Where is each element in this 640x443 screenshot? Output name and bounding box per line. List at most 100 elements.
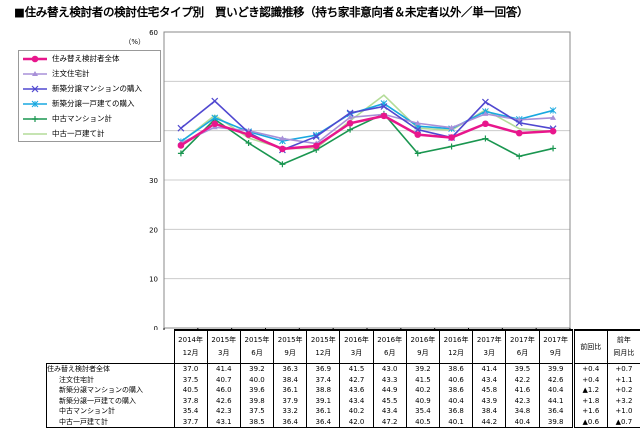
series-line [180, 113, 554, 145]
table-cell: 38.6 [438, 385, 473, 396]
series-line [180, 100, 554, 151]
series-line [180, 112, 554, 166]
table-cell: 35.4 [405, 406, 440, 417]
data-point [414, 131, 422, 138]
table-cell: 40.7 [206, 374, 241, 385]
data-point [380, 100, 388, 107]
table-cell: 43.9 [472, 395, 506, 406]
data-point [380, 112, 388, 120]
table-cell: 41.6 [505, 385, 540, 396]
table-cell: 40.4 [505, 416, 540, 428]
data-point [31, 85, 39, 93]
data-point [549, 107, 557, 114]
data-point [347, 114, 354, 120]
vs-year-cell: +0.7 [606, 363, 640, 375]
table-cell: 38.6 [438, 363, 473, 375]
table-cell: 40.2 [405, 385, 440, 396]
data-table: 2014年 12月 2015年 3月 2015年 6月 2015年 9月 2015年 12月 201… [46, 329, 640, 428]
table-cell: 41.4 [472, 363, 506, 375]
y-tick-label: 10 [149, 276, 158, 284]
data-point [550, 114, 557, 120]
row-label: 中古一戸建て計 [46, 416, 174, 428]
column-header: 2016年 6月 [372, 329, 407, 364]
table-cell: 44.2 [472, 416, 506, 428]
table-cell: 39.8 [239, 395, 274, 406]
table-cell: 38.4 [273, 374, 307, 385]
data-point [448, 134, 455, 141]
table-cell: 42.6 [206, 395, 241, 406]
table-row: 中古一戸建て計 37.7 43.1 38.5 36.4 36.4 42.0 47.2 40.5 4… [46, 416, 640, 428]
table-cell: 37.4 [306, 374, 340, 385]
legend-label: 中古一戸建て計 [52, 129, 105, 139]
table-cell: 39.6 [239, 385, 274, 396]
legend-swatch [23, 132, 47, 135]
data-point [279, 145, 286, 153]
vs-year-cell: +0.2 [606, 385, 640, 396]
column-header-prev: 前回比 [571, 329, 608, 364]
data-point [515, 119, 523, 127]
vs-year-cell: +3.2 [606, 395, 640, 406]
table-cell: 39.8 [538, 416, 574, 428]
data-point [279, 161, 286, 168]
data-point [346, 119, 354, 127]
table-cell: 36.1 [273, 385, 307, 396]
column-header: 2015年 3月 [206, 329, 241, 364]
table-cell: 38.8 [306, 385, 340, 396]
table-cell: 37.5 [239, 406, 274, 417]
data-point [414, 120, 421, 126]
table-cell: 36.8 [438, 406, 473, 417]
column-header: 2017年 6月 [505, 329, 540, 364]
data-point [312, 142, 320, 150]
column-header-year: 前年 同月比 [606, 329, 640, 364]
data-point [177, 142, 185, 149]
table-cell: 42.2 [505, 374, 540, 385]
legend-item: 中古一戸建て計 [19, 127, 160, 142]
table-cell: 43.6 [339, 385, 374, 396]
table-row: 新築分譲マンションの購入 40.5 46.0 39.6 36.1 38.8 43.6 44.9… [46, 385, 640, 396]
table-cell: 36.1 [306, 406, 340, 417]
data-point [482, 120, 489, 128]
table-cell: 43.3 [372, 374, 407, 385]
column-header: 2015年 12月 [306, 329, 340, 364]
table-cell: 46.0 [206, 385, 241, 396]
table-cell: 42.7 [339, 374, 374, 385]
vs-prev-cell: +1.8 [571, 395, 608, 406]
chart-title: ■住み替え検討者の検討住宅タイプ別 買いどき認識推移（持ち家非意向者＆未定者以外… [14, 5, 529, 19]
data-point [481, 98, 489, 106]
table-cell: 38.4 [472, 406, 506, 417]
table-row: 注文住宅計 37.5 40.7 40.0 38.4 37.4 42.7 43.3 41.5 40.… [46, 374, 640, 385]
table-cell: 39.9 [538, 363, 574, 375]
data-point [312, 133, 320, 141]
table-row: 住み替え検討者全体 37.0 41.4 39.2 36.3 36.9 41.5 43.0 39.… [46, 363, 640, 375]
table-cell: 40.5 [173, 385, 208, 396]
legend-item: 新築分譲マンションの購入 [19, 82, 160, 97]
column-header: 2017年 3月 [472, 329, 506, 364]
table-cell: 35.4 [173, 406, 208, 417]
series-4 [177, 110, 557, 168]
legend-swatch [23, 100, 47, 108]
table-cell: 40.4 [538, 385, 574, 396]
table-cell: 37.8 [173, 395, 208, 406]
row-label: 住み替え検討者全体 [46, 363, 174, 375]
legend-item: 新築分譲一戸建ての購入 [19, 97, 160, 112]
table-cell: 43.0 [372, 363, 407, 375]
data-point [448, 124, 455, 130]
data-point [211, 120, 219, 128]
table-cell: 40.5 [405, 416, 440, 428]
column-header: 2015年 9月 [273, 329, 307, 364]
table-cell: 44.9 [372, 385, 407, 396]
table-cell: 37.7 [173, 416, 208, 428]
data-point [414, 150, 421, 157]
table-cell: 39.2 [239, 363, 274, 375]
column-header: 2017年 9月 [538, 329, 574, 364]
table-cell: 40.0 [239, 374, 274, 385]
data-point [549, 127, 557, 135]
data-point [550, 145, 557, 152]
vs-year-cell: ▲0.7 [606, 416, 640, 428]
column-header: 2015年 6月 [239, 329, 274, 364]
table-cell: 41.4 [206, 363, 241, 375]
table-cell: 36.4 [273, 416, 307, 428]
legend-label: 新築分譲マンションの購入 [52, 84, 142, 94]
legend-item: 中古マンション計 [19, 112, 160, 127]
legend-label: 住み替え検討者全体 [52, 54, 120, 64]
